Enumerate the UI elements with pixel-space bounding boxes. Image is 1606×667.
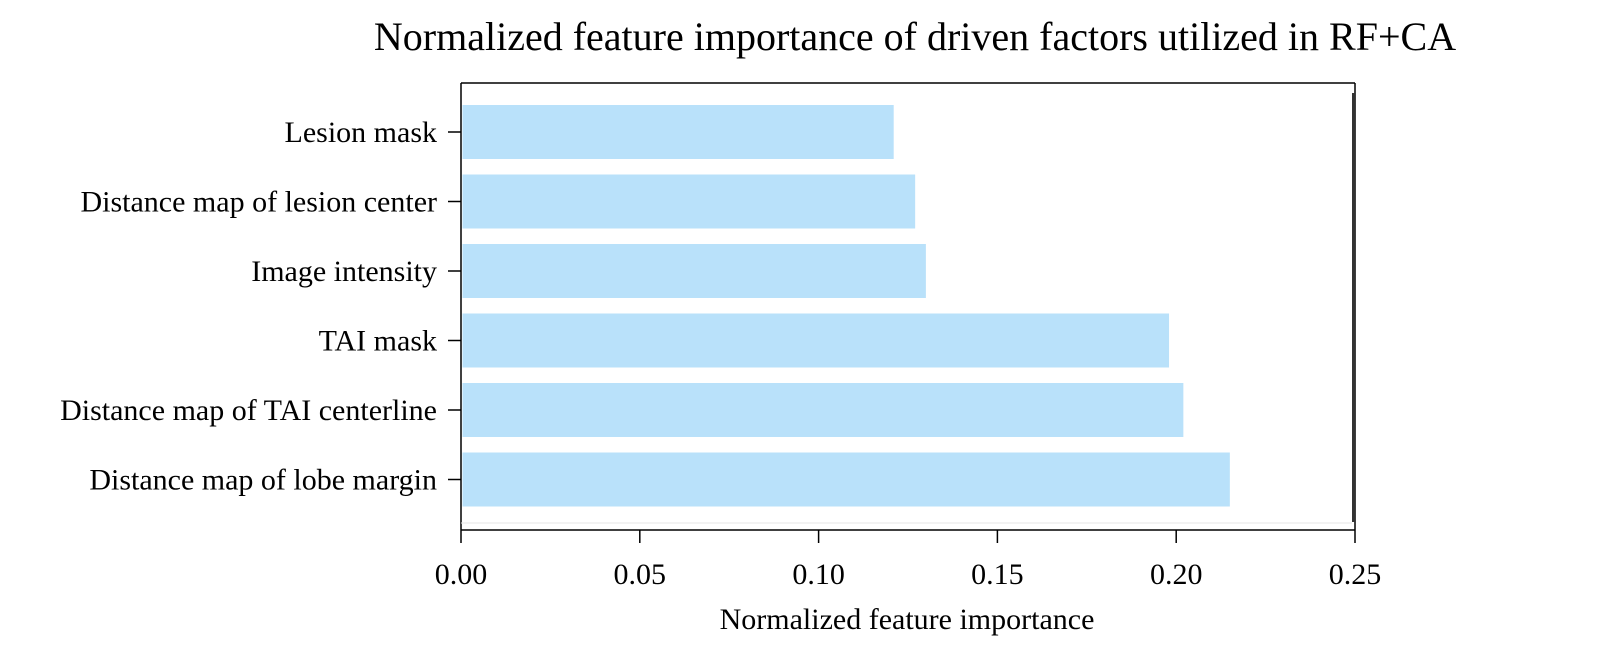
bar [462, 313, 1170, 368]
y-tick-label: TAI mask [319, 325, 437, 358]
bar [462, 174, 916, 229]
bar [462, 244, 926, 298]
x-tick-label: 0.20 [1150, 558, 1203, 591]
y-tick-labels: Lesion mask Distance map of lesion center… [60, 116, 437, 497]
y-tick-label: Image intensity [251, 255, 437, 288]
y-tick-label: Distance map of lesion center [80, 186, 437, 219]
x-tick-label: 0.10 [792, 558, 845, 591]
bar [462, 383, 1184, 437]
x-tick-label: 0.15 [971, 558, 1024, 591]
x-tick-labels: 0.00 0.05 0.10 0.15 0.20 0.25 [435, 558, 1382, 591]
bar [462, 452, 1230, 507]
axes-layer [448, 82, 1356, 543]
bars-layer [462, 105, 1230, 507]
bar [462, 105, 894, 159]
x-tick-label: 0.05 [614, 558, 667, 591]
y-tick-label: Distance map of TAI centerline [60, 394, 437, 427]
y-tick-label: Lesion mask [285, 116, 437, 149]
x-tick-label: 0.00 [435, 558, 488, 591]
x-axis-label: Normalized feature importance [720, 603, 1095, 636]
chart-title: Normalized feature importance of driven … [374, 14, 1456, 59]
x-tick-label: 0.25 [1329, 558, 1382, 591]
y-tick-label: Distance map of lobe margin [89, 464, 437, 497]
